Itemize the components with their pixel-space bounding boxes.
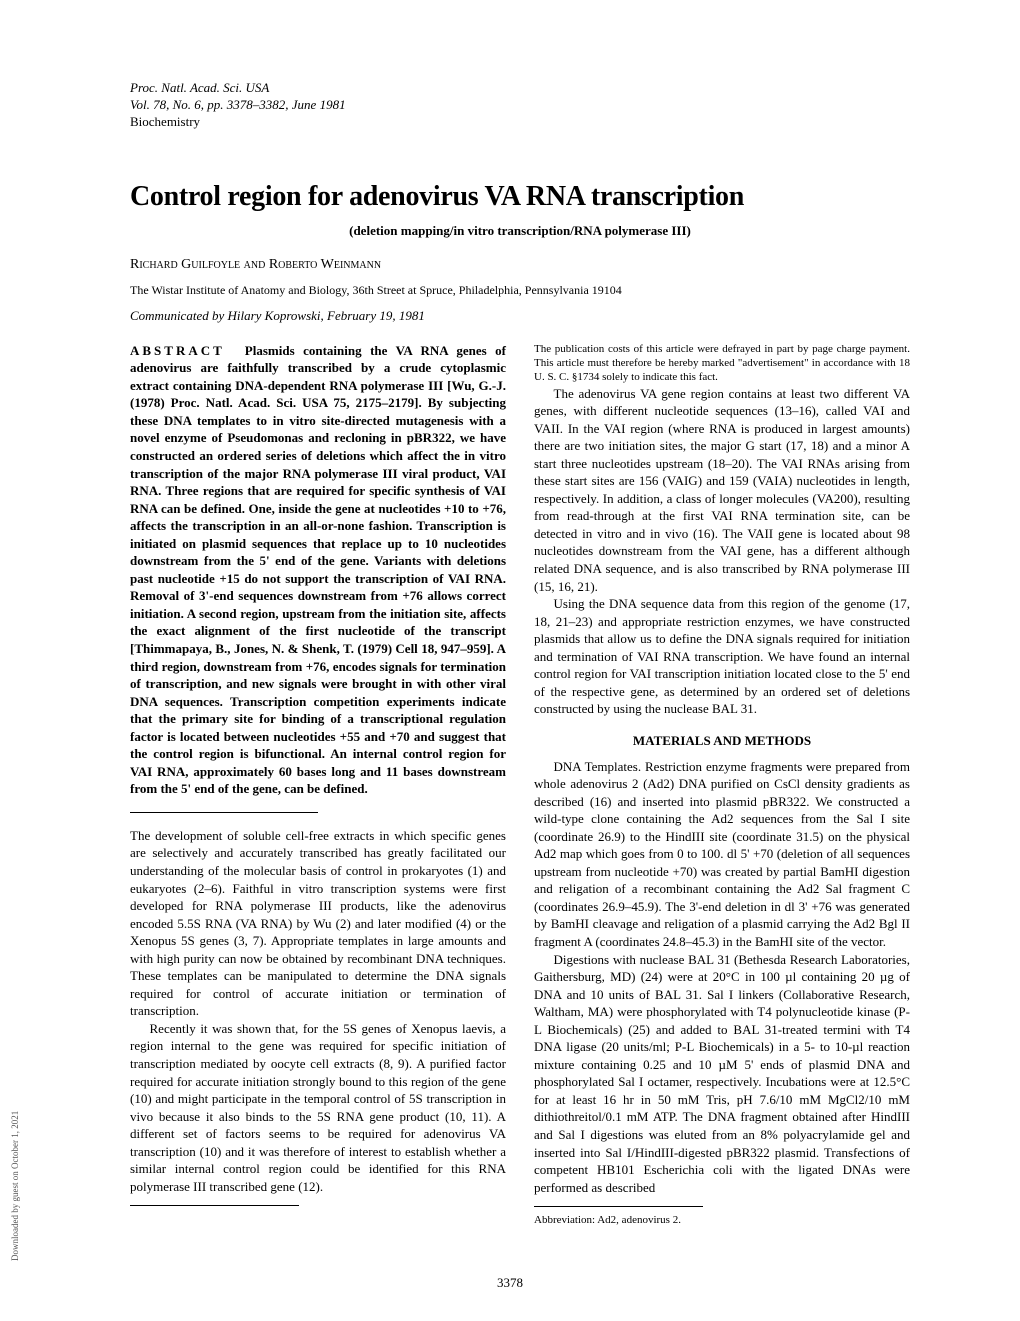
footnote-rule-right (534, 1206, 703, 1207)
article-title: Control region for adenovirus VA RNA tra… (130, 181, 910, 213)
communicated-by: Communicated by Hilary Koprowski, Februa… (130, 308, 910, 324)
footnote-right: Abbreviation: Ad2, adenovirus 2. (534, 1213, 910, 1227)
body-p5: DNA Templates. Restriction enzyme fragme… (534, 758, 910, 951)
materials-methods-heading: MATERIALS AND METHODS (534, 732, 910, 750)
header-line-1: Proc. Natl. Acad. Sci. USA (130, 80, 910, 97)
abstract-label: ABSTRACT (130, 343, 245, 358)
section-rule (130, 812, 318, 813)
footnote-rule-left (130, 1205, 299, 1206)
authors: Richard Guilfoyle and Roberto Weinmann (130, 257, 910, 273)
body-columns: ABSTRACTPlasmids containing the VA RNA g… (130, 342, 910, 1228)
abstract: ABSTRACTPlasmids containing the VA RNA g… (130, 342, 506, 798)
page-number: 3378 (497, 1275, 523, 1291)
body-p4: Using the DNA sequence data from this re… (534, 595, 910, 718)
journal-header: Proc. Natl. Acad. Sci. USA Vol. 78, No. … (130, 80, 910, 131)
body-p1: The development of soluble cell-free ext… (130, 827, 506, 1020)
affiliation: The Wistar Institute of Anatomy and Biol… (130, 283, 910, 298)
header-line-3: Biochemistry (130, 114, 910, 131)
article-subtitle: (deletion mapping/in vitro transcription… (130, 223, 910, 239)
abstract-text: Plasmids containing the VA RNA genes of … (130, 343, 506, 797)
download-sidetext: Downloaded by guest on October 1, 2021 (10, 1111, 20, 1261)
body-p6: Digestions with nuclease BAL 31 (Bethesd… (534, 951, 910, 1197)
footnote-left: The publication costs of this article we… (534, 342, 910, 385)
page: Proc. Natl. Acad. Sci. USA Vol. 78, No. … (0, 0, 1020, 1321)
body-p2: Recently it was shown that, for the 5S g… (130, 1020, 506, 1195)
header-line-2: Vol. 78, No. 6, pp. 3378–3382, June 1981 (130, 97, 910, 114)
body-p3: The adenovirus VA gene region contains a… (534, 385, 910, 596)
